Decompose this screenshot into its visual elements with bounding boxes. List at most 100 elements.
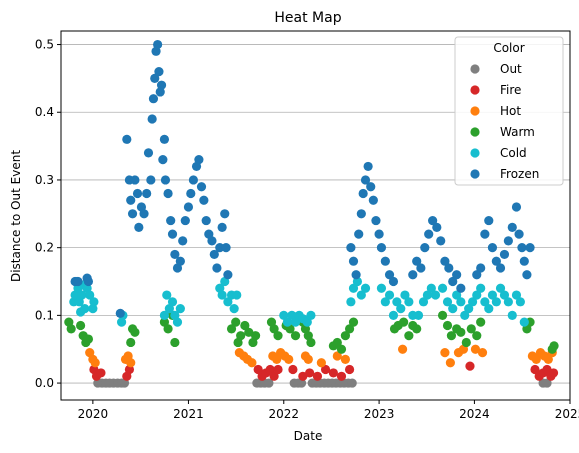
data-point-frozen [147,114,157,124]
data-point-hot [397,344,408,354]
data-point-warm [159,317,170,327]
data-point-cold [302,317,312,327]
data-point-warm [170,337,180,348]
data-point-frozen [480,229,490,239]
data-point-frozen [207,236,217,246]
data-point-cold [396,303,406,314]
data-point-frozen [507,222,517,232]
data-point-cold [217,290,227,300]
data-point-frozen [221,243,231,253]
legend-label-frozen: Frozen [500,167,539,181]
x-tick-label: 2022 [268,407,299,421]
data-point-hot [477,348,488,358]
data-point-frozen [115,308,125,318]
data-point-frozen [199,195,209,205]
data-point-cold [88,303,98,314]
x-tick-label: 2023 [364,407,395,421]
data-point-cold [282,317,293,327]
data-point-frozen [158,155,168,165]
y-axis-label: Distance to Out Event [9,150,23,282]
plot-frame [60,30,571,401]
data-point-fire [273,364,283,375]
data-point-cold [437,283,448,293]
data-point-frozen [346,243,356,253]
data-point-cold [388,310,399,320]
data-point-warm [348,317,359,327]
data-point-cold [464,303,474,314]
data-point-cold [452,290,462,300]
data-point-cold [348,283,359,293]
legend-marker-cold [470,148,480,158]
data-point-warm [231,317,241,327]
data-point-cold [511,290,522,300]
data-point-warm [472,331,482,341]
data-point-cold [77,290,87,300]
data-point-warm [244,327,254,337]
data-point-warm [226,324,237,334]
data-point-frozen [163,188,173,199]
data-point-frozen [503,236,513,246]
data-point-cold [413,310,424,320]
data-point-cold [491,297,501,307]
data-point-frozen [514,229,524,239]
x-tick-label: 2025 [555,407,579,421]
data-point-frozen [166,215,176,226]
data-point-hot [470,344,481,354]
data-point-frozen [416,263,426,273]
data-point-warm [461,337,471,348]
data-point-frozen [358,188,368,199]
data-point-frozen [476,263,486,273]
data-point-cold [507,310,517,320]
data-point-frozen [180,215,190,226]
data-point-hot [543,354,553,364]
data-point-fire [96,368,106,378]
legend-label-cold: Cold [500,146,527,160]
data-point-cold [356,290,366,300]
data-point-frozen [127,209,138,219]
y-tick-label: 0.3 [35,173,54,187]
data-point-fire [305,368,315,378]
data-point-frozen [196,182,207,192]
data-point-warm [446,331,457,341]
data-point-frozen [209,249,219,260]
data-point-cold [418,297,429,307]
data-point-fire [269,371,279,381]
data-point-cold [480,297,490,307]
data-point-cold [472,290,482,300]
data-point-warm [126,337,136,348]
data-point-hot [284,354,294,364]
data-point-warm [273,331,283,341]
data-point-frozen [73,276,83,287]
data-point-frozen [487,243,498,253]
data-point-frozen [388,276,399,287]
data-point-frozen [360,175,371,185]
data-point-cold [430,290,441,300]
data-point-hot [440,348,450,358]
data-point-frozen [380,256,390,266]
data-point-cold [404,297,414,307]
data-point-frozen [517,243,527,253]
y-tick-label: 0.0 [35,376,54,390]
data-point-frozen [348,256,359,266]
data-point-cold [456,297,466,307]
data-point-frozen [122,134,132,144]
data-point-frozen [448,276,458,287]
legend-title: Color [493,41,524,55]
data-point-hot [340,354,351,364]
data-point-frozen [363,161,373,172]
data-point-frozen [170,249,180,260]
data-point-frozen [201,215,211,226]
y-axis-ticks: 0.0 0.1 0.2 0.3 0.4 0.5 [35,38,61,390]
data-point-cold [80,303,90,314]
data-point-frozen [175,256,185,266]
data-point-cold [223,297,233,307]
x-axis-label: Date [294,429,323,443]
x-axis-ticks: 2020 2021 2022 2023 2024 2025 [78,400,579,421]
legend-marker-out [470,64,480,74]
data-point-frozen [525,243,535,253]
data-point-hot [247,358,257,368]
data-point-frozen [356,209,366,219]
data-point-warm [437,310,448,320]
data-point-frozen [178,236,188,246]
data-point-fire [265,364,275,375]
